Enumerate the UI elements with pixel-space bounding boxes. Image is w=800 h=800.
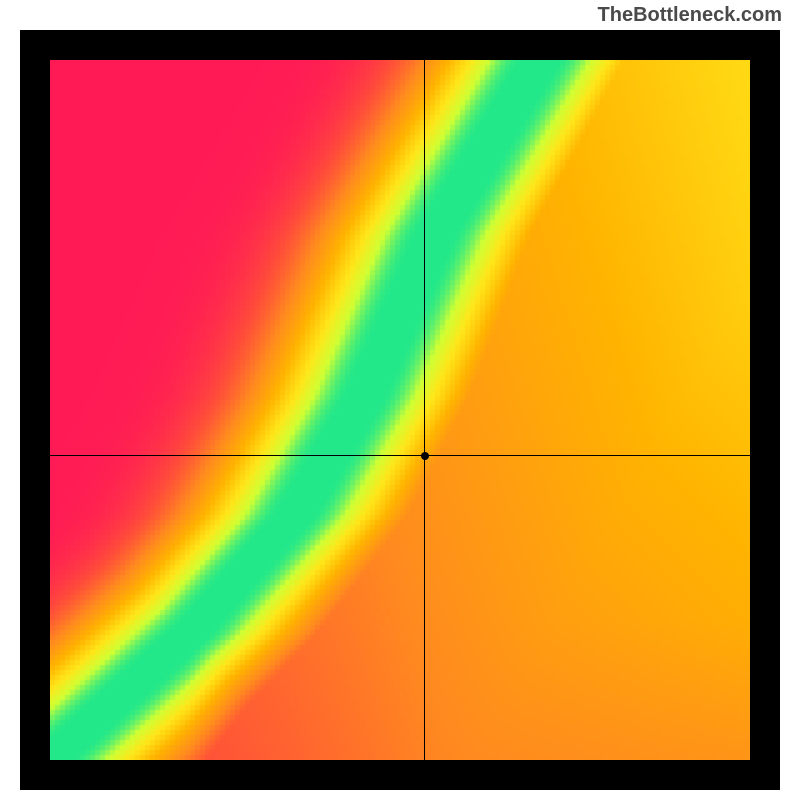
heatmap-canvas: [50, 60, 750, 760]
watermark-text: TheBottleneck.com: [598, 4, 782, 27]
chart-container: TheBottleneck.com: [0, 0, 800, 800]
crosshair-horizontal: [50, 455, 750, 456]
chart-frame: [20, 30, 780, 790]
plot-area: [50, 60, 750, 760]
crosshair-vertical: [424, 60, 425, 760]
crosshair-marker: [421, 452, 429, 460]
